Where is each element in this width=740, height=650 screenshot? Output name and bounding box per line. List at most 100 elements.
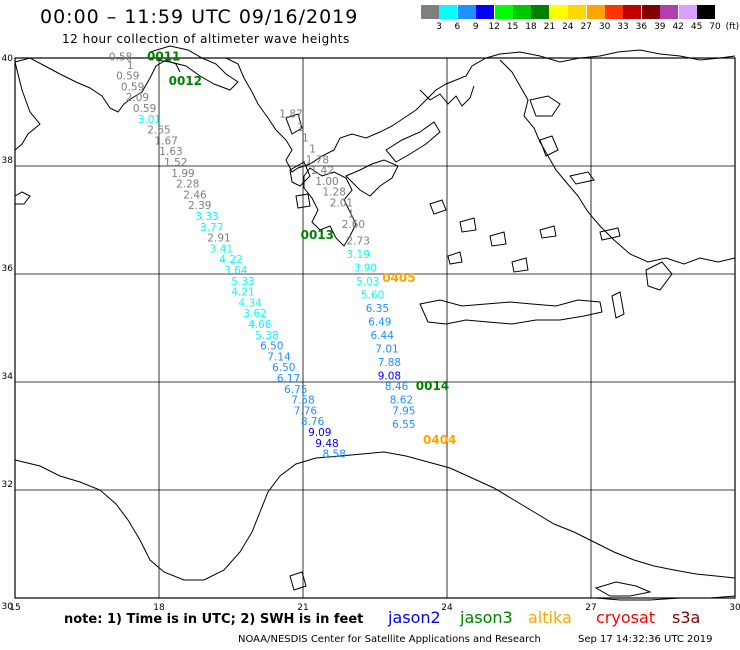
lat-tick-label: 30: [2, 602, 14, 612]
lesbos-coast: [529, 95, 561, 117]
wave-height-value: 2.60: [342, 219, 365, 231]
wave-height-value: 6.50: [272, 362, 295, 374]
wave-height-value: 7.95: [392, 405, 415, 417]
lon-tick-label: 15: [9, 603, 20, 613]
wave-height-value: 2.65: [147, 125, 170, 137]
coastlines: [14, 45, 736, 601]
crete-coast: [419, 299, 603, 325]
wave-height-value: 6.49: [368, 316, 391, 328]
lat-tick-label: 34: [2, 372, 14, 382]
satellite-legend-item: s3a: [672, 608, 701, 627]
legend-label: 27: [580, 22, 592, 32]
wave-height-value: 2.01: [330, 198, 353, 210]
satellite-legend-item: jason2: [388, 608, 441, 627]
wave-height-value: 9.08: [378, 370, 401, 382]
pass-time-label: 0404: [423, 433, 456, 447]
legend-label: 3: [436, 22, 442, 32]
pass-time-label: 0014: [416, 379, 449, 393]
wave-height-value: 3.33: [195, 211, 218, 223]
wave-height-value: 9.48: [315, 438, 338, 450]
lon-tick-label: 27: [585, 603, 596, 613]
legend-swatch: [421, 5, 439, 19]
legend-label: 9: [472, 22, 479, 32]
lat-tick-label: 38: [2, 156, 14, 166]
wave-height-value: 1.28: [323, 187, 346, 199]
cephalonia-coast: [289, 161, 311, 187]
cyclades-5: [447, 251, 463, 265]
lake-islet: [289, 571, 307, 591]
cyclades-4: [511, 257, 529, 273]
balkan-coast: [225, 49, 736, 173]
legend-swatch: [586, 5, 605, 19]
legend-swatch: [457, 5, 476, 19]
wave-height-value: 8.58: [323, 449, 346, 461]
wave-height-value: 5.38: [255, 330, 278, 342]
legend-swatch: [494, 5, 513, 19]
legend-label: 18: [525, 22, 537, 32]
satellite-legend-item: altika: [528, 608, 572, 627]
euboea-coast: [385, 121, 441, 163]
legend-label: 70: [709, 22, 721, 32]
wave-height-value: 3.64: [224, 265, 248, 277]
wave-height-value: 8.62: [390, 395, 413, 407]
wave-height-value: 3.90: [354, 262, 377, 274]
cyclades-6: [539, 225, 557, 239]
pass-time-labels: 0011 0012 0013 0014 0405 0404: [147, 50, 456, 447]
altimeter-tracks: 0.5810.590.592.090.593.012.651.671.631.5…: [109, 52, 416, 461]
zakynthos-coast: [295, 193, 311, 209]
wave-height-value: 2.73: [347, 235, 370, 247]
legend-swatch: [476, 5, 495, 19]
wave-height-value: 3.62: [243, 308, 266, 320]
wave-height-value: 8.76: [301, 416, 325, 428]
nile-delta-islets: [594, 581, 652, 597]
attica-coast: [345, 159, 399, 197]
legend-label: 15: [506, 22, 519, 32]
wave-height-value: 2.39: [188, 200, 211, 212]
wave-height-value: 9.09: [308, 427, 331, 439]
pass-time-label: 0405: [382, 271, 415, 285]
wave-height-value: 6.50: [260, 341, 283, 353]
generation-timestamp: Sep 17 14:32:36 UTC 2019: [578, 634, 713, 645]
wave-height-value: 6.75: [284, 384, 307, 396]
wave-height-value: 4.66: [248, 319, 272, 331]
turkey-coast: [499, 59, 736, 265]
wave-height-value: 6.17: [277, 373, 300, 385]
lat-tick-label: 32: [2, 480, 13, 490]
wave-height-value: 5.03: [356, 276, 379, 288]
wave-height-value: 2.46: [183, 189, 207, 201]
wave-height-value: 1.67: [155, 135, 178, 147]
color-legend: 3 6 9 12 15 18 21 24 27 30 33 36 39 42 45 70 (ft): [421, 5, 739, 35]
legend-swatch: [623, 5, 642, 19]
map-frame: [14, 57, 736, 599]
libya-coast: [14, 451, 736, 581]
wave-height-value: 6.35: [366, 303, 389, 315]
legend-swatch: [513, 5, 531, 19]
page-title: 00:00 – 11:59 UTC 09/16/2019: [40, 6, 359, 28]
wave-height-value: 5.60: [361, 289, 384, 301]
wave-height-value: 6.44: [371, 330, 395, 342]
wave-height-value: 2.91: [207, 233, 230, 245]
chios-coast: [539, 135, 559, 157]
wave-height-value: 7.76: [294, 405, 318, 417]
legend-label: 42: [672, 22, 684, 32]
legend-swatch: [697, 5, 715, 19]
wave-height-value: 1.63: [159, 146, 182, 158]
legend-label: 24: [562, 22, 574, 32]
satellite-legend-item: jason3: [460, 608, 513, 627]
legend-unit: (ft): [725, 22, 740, 32]
cyclades-2: [459, 217, 477, 233]
wave-height-value: 1.87: [279, 108, 302, 120]
wave-height-value: 4.22: [219, 254, 242, 266]
legend-swatch: [605, 5, 623, 19]
pass-time-label: 0012: [169, 74, 202, 88]
footnote: note: 1) Time is in UTC; 2) SWH is in fe…: [64, 612, 364, 627]
wave-height-value: 1: [302, 133, 309, 145]
page-subtitle: 12 hour collection of altimeter wave hei…: [62, 32, 350, 46]
pass-time-label: 0013: [301, 228, 334, 242]
legend-label: 45: [690, 22, 703, 32]
graticule: [15, 58, 735, 598]
legend-swatch: [568, 5, 587, 19]
wave-height-value: 4.34: [239, 297, 263, 309]
italy-heel: [149, 45, 239, 91]
